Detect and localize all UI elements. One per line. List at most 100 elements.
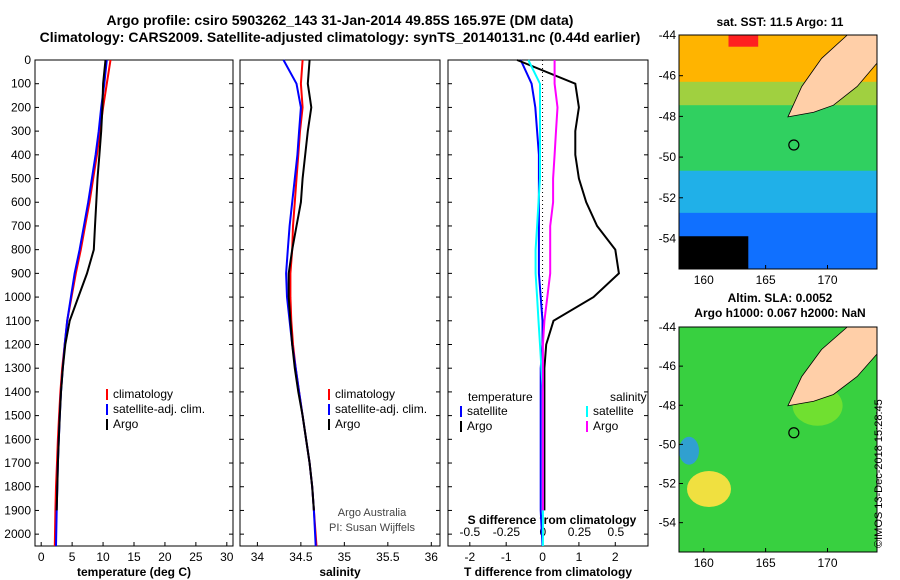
y-tick-label: 1800 [4,480,31,494]
lat-tick-label: -54 [659,231,677,245]
legend-label: satellite [593,404,634,418]
x-axis-label: salinity [319,565,361,579]
x-tick-label: 34 [251,550,265,564]
legend-swatch [106,404,108,415]
y-tick-label: 600 [11,195,31,209]
map-frame [678,34,878,270]
series-line-climatology [289,59,318,547]
y-tick-label: 1600 [4,432,31,446]
x-tick-label: 0 [38,550,45,564]
panel-frame-2 [239,59,441,547]
legend-label: satellite-adj. clim. [335,402,427,416]
y-tick-label: 1000 [4,290,31,304]
x-tick-label: 0 [539,550,546,564]
lon-tick-label: 170 [817,273,837,287]
x-axis-label: T difference from climatology [464,565,632,579]
x-tick-label: 2 [612,550,619,564]
lat-tick-label: -54 [659,516,677,530]
argo-float-marker [788,139,800,151]
header-line-2: Climatology: CARS2009. Satellite-adjuste… [39,29,641,45]
x-tick-label: 20 [158,550,172,564]
lat-tick-label: -50 [659,150,677,164]
x-tick-label: 15 [127,550,141,564]
y-tick-label: 100 [11,77,31,91]
x-tick-label: 36 [425,550,439,564]
legend-label: Argo [593,419,619,433]
sla-map-title-1: Altim. SLA: 0.0052 [727,291,833,305]
sst-hot-patch [728,35,759,47]
y-tick-label: 1700 [4,456,31,470]
salinity-tick-label: -0.25 [493,525,521,539]
x-tick-label: 35 [338,550,352,564]
sla-map-title-2: Argo h1000: 0.067 h2000: NaN [694,306,866,320]
series-line-salinity-argo [541,60,559,511]
salinity-tick-label: -0.5 [460,525,481,539]
salinity-tick-label: 0.25 [568,525,592,539]
series-line-argo [287,59,315,511]
y-tick-label: 1200 [4,337,31,351]
legend-swatch [328,404,330,415]
legend-swatch [586,406,588,417]
sla-low-anomaly [679,436,699,465]
series-line-argo [55,59,107,511]
lat-tick-label: -52 [659,477,677,491]
map-frame [678,326,878,553]
legend-swatch [460,421,462,432]
credit-line-2: PI: Susan Wijffels [329,522,415,534]
legend-swatch [106,419,108,430]
sst-cool-band [679,170,877,218]
sst-map-title: sat. SST: 11.5 Argo: 11 [716,15,844,29]
sst-mid-band [679,105,877,176]
x-tick-label: 25 [189,550,203,564]
y-tick-label: 700 [11,219,31,233]
y-tick-label: 300 [11,124,31,138]
credit-line-1: Argo Australia [338,507,407,519]
lon-tick-label: 160 [694,556,714,570]
sst-nodata-patch [679,236,749,269]
header-line-1: Argo profile: csiro 5903262_143 31-Jan-2… [106,12,574,28]
y-tick-label: 500 [11,172,31,186]
panel-frame-1 [34,59,234,547]
y-tick-label: 400 [11,148,31,162]
legend-label: Argo [467,419,493,433]
y-tick-label: 0 [24,53,31,67]
x-tick-label: 1 [576,550,583,564]
x-tick-label: 10 [96,550,110,564]
y-tick-label: 1900 [4,503,31,517]
lat-tick-label: -50 [659,437,677,451]
lat-tick-label: -48 [659,398,677,412]
legend-label: Argo [335,417,361,431]
y-tick-label: 900 [11,266,31,280]
legend-label: satellite [467,404,508,418]
legend-swatch [328,389,330,400]
lat-tick-label: -46 [659,69,677,83]
x-tick-label: 30 [220,550,234,564]
lon-tick-label: 165 [756,273,776,287]
series-line-satellite-adj--clim- [55,59,108,547]
lat-tick-label: -48 [659,109,677,123]
y-tick-label: 800 [11,243,31,257]
legend-heading-temperature: temperature [468,390,533,404]
series-line-temperature-argo [516,59,620,511]
lon-tick-label: 160 [694,273,714,287]
lat-tick-label: -52 [659,191,677,205]
series-line-temperature-satellite [519,59,544,547]
y-tick-label: 1500 [4,409,31,423]
legend-swatch [328,419,330,430]
legend-label: climatology [335,387,395,401]
sla-high-anomaly [687,471,731,507]
salinity-axis-label: S difference from climatology [468,513,637,527]
legend-label: climatology [113,387,173,401]
salinity-tick-label: 0.5 [608,525,625,539]
sla-map [678,326,878,553]
y-tick-label: 1400 [4,385,31,399]
lon-tick-label: 165 [756,556,776,570]
y-tick-label: 1300 [4,361,31,375]
lat-tick-label: -44 [659,28,677,42]
x-tick-label: 5 [69,550,76,564]
y-tick-label: 200 [11,100,31,114]
imos-timestamp: ©IMOS 13-Dec-2018 15:28:45 [873,399,885,548]
x-tick-label: -2 [464,550,475,564]
x-tick-label: 35.5 [376,550,400,564]
